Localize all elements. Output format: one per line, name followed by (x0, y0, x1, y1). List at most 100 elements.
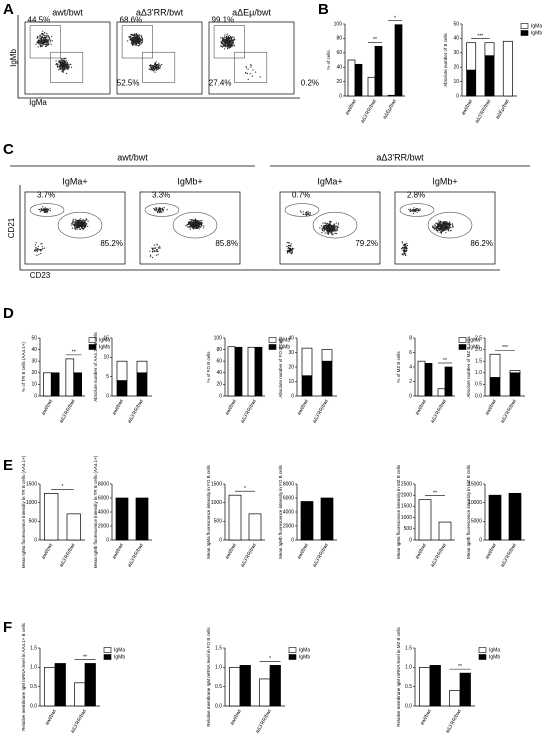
flow-dot (154, 62, 156, 64)
y-tick-label: 15 (103, 335, 109, 341)
flow-dot (226, 38, 228, 40)
flow-dot (418, 208, 420, 210)
x-axis-label: CD23 (30, 271, 51, 280)
flow-dot (34, 244, 37, 246)
flow-dot (149, 254, 152, 256)
flow-dot (58, 61, 60, 64)
flow-dot (56, 63, 59, 65)
flow-dot (220, 41, 222, 43)
flow-dot (153, 209, 156, 211)
flow-dot (229, 37, 231, 39)
flow-dot (63, 59, 65, 61)
group-title: awt/bwt (117, 152, 148, 162)
flow-dot (330, 232, 332, 234)
bar (417, 360, 426, 397)
y-axis-label: Relative membrane IgM mRNA level in MZ B… (396, 626, 401, 726)
y-tick-label: 2.0 (475, 347, 482, 353)
flow-dot (323, 225, 326, 227)
flow-dot (446, 228, 448, 230)
flow-dot (223, 41, 225, 43)
flow-dot (83, 228, 85, 230)
gate-percent: 85.2% (100, 239, 123, 248)
flow-dot (189, 224, 192, 227)
flow-dot (232, 42, 234, 44)
gate (213, 25, 246, 59)
y-axis-label: Mean IgMa fluorescence intensity in TR B… (21, 455, 26, 568)
bar (301, 347, 313, 377)
x-tick-label: aΔ3'RR/bwt (70, 708, 89, 734)
flow-dot (40, 243, 42, 245)
flow-dot (194, 219, 196, 221)
flow-dot (45, 36, 47, 38)
bar (136, 372, 148, 397)
flow-dot (452, 224, 454, 226)
flow-dot (59, 67, 61, 69)
flow-dot (37, 46, 39, 48)
gate (144, 203, 180, 217)
flow-dot (231, 41, 233, 43)
flow-dot (440, 229, 442, 231)
flow-dot (201, 223, 203, 225)
y-tick-label: 2 (409, 379, 412, 385)
flow-dot (42, 30, 44, 32)
flow-dot (288, 248, 290, 250)
flow-dot (137, 41, 139, 44)
flow-dot (450, 223, 452, 225)
flow-dot (141, 40, 144, 42)
gate (29, 203, 65, 217)
flow-dot (336, 228, 338, 230)
flow-dot (163, 207, 165, 209)
flow-dot (288, 242, 290, 244)
flow-dot (227, 45, 229, 47)
flow-dot (61, 71, 63, 73)
flow-dot (37, 41, 39, 44)
flow-dot (133, 40, 135, 42)
flow-dot (38, 43, 40, 45)
flow-dot (307, 210, 309, 212)
bar (387, 94, 396, 97)
flow-dot (49, 207, 51, 209)
y-tick-label: 20 (31, 370, 37, 376)
flow-dot (199, 225, 201, 227)
flow-dot (140, 34, 142, 37)
y-tick-label: 500 (214, 519, 223, 525)
x-tick-label: awt/bwt (229, 708, 243, 726)
flow-dot (193, 222, 195, 225)
flow-dot (135, 42, 137, 44)
flow-dot (134, 44, 136, 46)
bar (489, 353, 501, 378)
flow-dot (141, 38, 143, 40)
flow-dot (157, 250, 159, 253)
flow-dot (192, 223, 194, 226)
flow-dot (230, 44, 232, 46)
y-tick-label: 20 (216, 382, 222, 388)
flow-dot (58, 69, 60, 71)
flow-dot (433, 228, 435, 230)
flow-dot (66, 66, 69, 68)
bar (320, 497, 334, 541)
significance-label: * (62, 484, 64, 490)
bar (44, 666, 56, 707)
flow-dot (156, 67, 158, 69)
flow-dot (255, 71, 257, 73)
flow-dot (131, 33, 133, 35)
flow-dot (442, 222, 444, 224)
flow-dot (307, 212, 309, 214)
x-tick-label: awt/bwt (40, 398, 54, 416)
legend-label: IgMa (531, 23, 542, 29)
flow-dot (158, 62, 160, 64)
flow-dot (197, 227, 199, 229)
flow-dot (408, 208, 410, 210)
gate (50, 51, 84, 83)
bar (466, 42, 477, 71)
flow-dot (51, 35, 53, 38)
flow-dot (433, 227, 435, 229)
flow-dot (62, 63, 64, 65)
x-tick-label: aΔ3'RR/bwt (500, 542, 519, 568)
flow-dot (80, 221, 82, 223)
flow-dot (55, 60, 57, 62)
flow-dot (401, 241, 403, 243)
flow-dot (133, 35, 136, 37)
flow-dot (131, 41, 133, 44)
